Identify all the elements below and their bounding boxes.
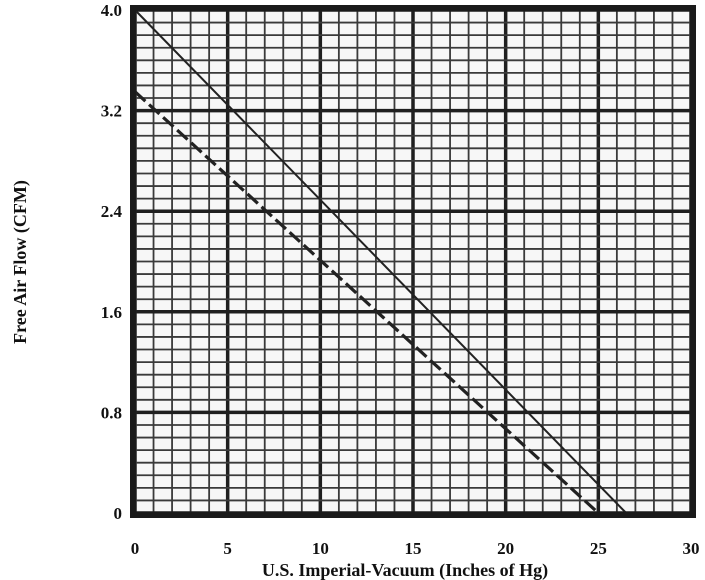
y-tick-label: 2.4 — [101, 202, 123, 221]
x-axis-label: U.S. Imperial-Vacuum (Inches of Hg) — [262, 560, 548, 580]
y-tick-label: 4.0 — [101, 1, 122, 20]
y-tick-label: 1.6 — [101, 303, 122, 322]
x-tick-label: 30 — [683, 539, 700, 558]
x-tick-label: 20 — [497, 539, 514, 558]
series-layer — [133, 9, 627, 515]
x-tick-label: 0 — [131, 539, 140, 558]
tick-labels: 0 5 10 15 20 25 30 0 0.8 1.6 2.4 3.2 4.0 — [101, 1, 700, 558]
series-line-1 — [134, 9, 627, 514]
x-tick-label: 5 — [223, 539, 232, 558]
x-tick-label: 25 — [590, 539, 607, 558]
x-tick-label: 15 — [405, 539, 422, 558]
y-tick-label: 0.8 — [101, 403, 122, 422]
plot-frame — [130, 5, 696, 518]
series-line-2 — [133, 90, 600, 515]
y-axis-label: Free Air Flow (CFM) — [10, 180, 31, 344]
y-tick-label: 0 — [114, 504, 123, 523]
y-tick-label: 3.2 — [101, 102, 122, 121]
x-tick-label: 10 — [312, 539, 329, 558]
grid — [133, 8, 693, 515]
